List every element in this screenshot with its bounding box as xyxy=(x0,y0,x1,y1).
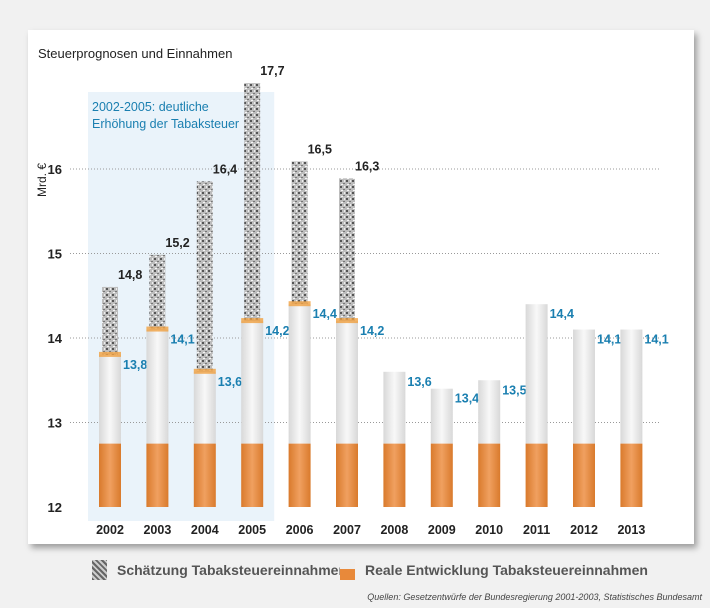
x-tick-label: 2013 xyxy=(617,523,645,537)
cigarette-filter xyxy=(573,443,595,507)
cigarette-filter xyxy=(288,443,311,507)
cigarette-swatch-icon xyxy=(340,560,355,580)
legend-item-real: Reale Entwicklung Tabaksteuereinnahmen xyxy=(340,560,648,580)
cigarette-paper xyxy=(193,371,216,444)
y-axis-label: Mrd. € xyxy=(35,163,49,197)
cigarette-filter xyxy=(193,443,216,507)
estimate-value-label: 17,7 xyxy=(260,64,284,78)
cigarette-paper xyxy=(241,321,264,444)
source-note: Quellen: Gesetzentwürfe der Bundesregier… xyxy=(367,592,702,602)
x-tick-label: 2007 xyxy=(333,523,361,537)
real-value-label: 14,4 xyxy=(550,307,574,321)
real-value-label: 13,4 xyxy=(455,392,479,406)
real-value-label: 14,4 xyxy=(313,307,337,321)
real-value-label: 13,8 xyxy=(123,358,147,372)
real-value-label: 14,2 xyxy=(360,324,384,338)
x-tick-label: 2011 xyxy=(523,523,550,537)
cigarette-filter xyxy=(383,443,406,507)
real-value-label: 14,2 xyxy=(265,324,289,338)
legend: Schätzung Tabaksteuereinnahmen Reale Ent… xyxy=(0,560,710,584)
cigarette-filter xyxy=(620,443,643,507)
x-tick-label: 2012 xyxy=(570,523,598,537)
ember xyxy=(336,318,358,324)
x-tick-label: 2010 xyxy=(475,523,503,537)
cigarette-paper xyxy=(288,304,311,444)
x-tick-label: 2008 xyxy=(380,523,408,537)
cigarette-filter xyxy=(146,443,169,507)
x-tick-label: 2005 xyxy=(238,523,266,537)
ash-column xyxy=(291,161,308,305)
ash-column xyxy=(102,286,118,355)
annotation-line2: Erhöhung der Tabaksteuer xyxy=(92,117,239,131)
x-tick-label: 2004 xyxy=(191,523,219,537)
ash-swatch-icon xyxy=(92,560,107,580)
ash-column xyxy=(339,178,355,322)
ash-column xyxy=(149,254,166,330)
ash-column xyxy=(196,181,213,372)
ember xyxy=(193,368,216,374)
cigarette-paper xyxy=(336,321,358,444)
real-value-label: 13,6 xyxy=(407,375,431,389)
y-tick-label: 16 xyxy=(48,162,62,177)
estimate-value-label: 15,2 xyxy=(165,236,189,250)
chart-title: Steuerprognosen und Einnahmen xyxy=(38,46,232,61)
legend-label-estimate: Schätzung Tabaksteuereinnahmen xyxy=(117,562,348,578)
cigarette-paper xyxy=(383,371,406,444)
real-value-label: 14,1 xyxy=(644,333,668,347)
ash-column xyxy=(244,83,261,322)
cigarette-paper xyxy=(430,388,453,444)
y-tick-label: 14 xyxy=(48,331,63,346)
real-value-label: 14,1 xyxy=(170,333,194,347)
cigarette-paper xyxy=(478,380,501,444)
real-value-label: 14,1 xyxy=(597,333,621,347)
chart: 12 13 14 15 16 14,8 13,8 2002 15,2 14,1 2003 16,4 1… xyxy=(35,46,669,537)
ember xyxy=(241,318,264,324)
cigarette-paper xyxy=(525,304,548,444)
cigarette-paper xyxy=(146,329,169,444)
ember xyxy=(146,326,169,332)
estimate-value-label: 16,3 xyxy=(355,159,379,173)
cigarette-filter xyxy=(336,443,358,507)
cigarette-filter xyxy=(430,443,453,507)
x-tick-label: 2003 xyxy=(143,523,171,537)
cigarette-paper xyxy=(99,354,121,444)
ember xyxy=(288,301,311,307)
estimate-value-label: 16,5 xyxy=(308,142,332,156)
y-tick-label: 12 xyxy=(48,500,62,515)
legend-item-estimate: Schätzung Tabaksteuereinnahmen xyxy=(92,560,347,580)
cigarette-paper xyxy=(573,329,595,444)
estimate-value-label: 14,8 xyxy=(118,268,142,282)
real-value-label: 13,6 xyxy=(218,375,242,389)
cigarette-filter xyxy=(241,443,264,507)
cigarette-filter xyxy=(99,443,121,507)
cigarette-filter xyxy=(478,443,501,507)
x-tick-label: 2006 xyxy=(286,523,314,537)
real-value-label: 13,5 xyxy=(502,383,526,397)
y-tick-label: 15 xyxy=(48,247,62,262)
x-tick-label: 2009 xyxy=(428,523,456,537)
x-tick-label: 2002 xyxy=(96,523,124,537)
ember xyxy=(99,351,121,357)
estimate-value-label: 16,4 xyxy=(213,162,237,176)
y-tick-label: 13 xyxy=(48,416,62,431)
cigarette-paper xyxy=(620,329,643,444)
legend-label-real: Reale Entwicklung Tabaksteuereinnahmen xyxy=(365,562,648,578)
cigarette-filter xyxy=(525,443,548,507)
annotation-line1: 2002-2005: deutliche xyxy=(92,100,209,114)
chart-card: 12 13 14 15 16 14,8 13,8 2002 15,2 14,1 2003 16,4 1… xyxy=(28,30,694,544)
